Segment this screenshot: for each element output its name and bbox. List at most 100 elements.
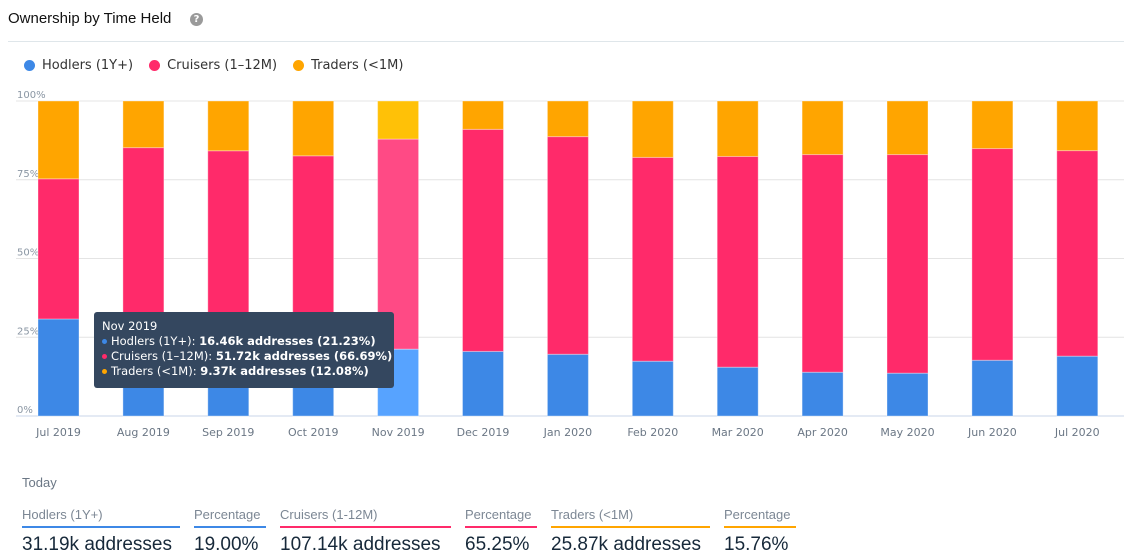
x-tick-label: Feb 2020 — [627, 426, 678, 439]
bar-segment-hodlers[interactable] — [546, 353, 589, 417]
tooltip-row-hodlers: Hodlers (1Y+): 16.46k addresses (21.23%) — [102, 334, 386, 349]
tooltip-label: Cruisers (1–12M): — [111, 349, 216, 363]
x-tick-label: Jul 2020 — [1054, 426, 1100, 439]
chart-tooltip: Nov 2019 Hodlers (1Y+): 16.46k addresses… — [94, 312, 394, 388]
stat-label: Percentage — [465, 507, 537, 528]
bar-segment-cruisers[interactable] — [801, 154, 844, 373]
bar-segment-cruisers[interactable] — [207, 150, 250, 335]
y-tick-label: 100% — [17, 90, 46, 101]
bar-segment-traders[interactable] — [971, 100, 1014, 150]
stat-label: Traders (<1M) — [551, 507, 710, 528]
legend-dot-icon — [293, 60, 305, 71]
stat-traders-percentage: Percentage 15.76% — [724, 507, 796, 556]
bar-segment-traders[interactable] — [801, 100, 844, 156]
bar-segment-cruisers[interactable] — [886, 154, 929, 374]
tooltip-row-cruisers: Cruisers (1–12M): 51.72k addresses (66.6… — [102, 349, 392, 364]
bar-segment-traders[interactable] — [1056, 100, 1099, 152]
bar-segment-traders[interactable] — [377, 100, 420, 140]
legend-dot-icon — [24, 60, 35, 71]
legend-label: Cruisers (1–12M) — [167, 58, 278, 73]
bar-segment-cruisers[interactable] — [122, 147, 165, 332]
y-tick-label: 50% — [17, 248, 39, 259]
stat-hodlers-count: Hodlers (1Y+) 31.19k addresses — [22, 507, 180, 556]
x-tick-label: Aug 2019 — [117, 426, 170, 439]
legend-item-traders[interactable]: Traders (<1M) — [293, 58, 403, 73]
tooltip-dot-icon — [102, 368, 107, 374]
chart-legend: Hodlers (1Y+) Cruisers (1–12M) Traders (… — [24, 58, 403, 73]
x-tick-label: Jan 2020 — [543, 426, 592, 439]
bar-segment-hodlers[interactable] — [37, 318, 80, 417]
bar-segment-hodlers[interactable] — [631, 360, 674, 417]
x-tick-label: Jul 2019 — [35, 426, 81, 439]
tooltip-dot-icon — [102, 338, 107, 344]
legend-dot-icon — [149, 60, 161, 71]
x-tick-label: Nov 2019 — [372, 426, 425, 439]
tooltip-label: Traders (<1M): — [111, 364, 201, 378]
bar-segment-traders[interactable] — [546, 100, 589, 138]
x-tick-label: Apr 2020 — [797, 426, 848, 439]
legend-item-cruisers[interactable]: Cruisers (1–12M) — [149, 58, 277, 73]
bar-segment-traders[interactable] — [37, 100, 80, 180]
chart-title: Ownership by Time Held — [8, 10, 172, 27]
x-tick-label: May 2020 — [880, 426, 934, 439]
x-tick-label: Jun 2020 — [967, 426, 1017, 439]
stat-value: 15.76% — [724, 534, 789, 555]
bar-segment-hodlers[interactable] — [801, 371, 844, 417]
bar-segment-traders[interactable] — [886, 100, 929, 156]
bar-segment-traders[interactable] — [462, 100, 504, 130]
y-tick-label: 25% — [17, 326, 39, 337]
bar-segment-hodlers[interactable] — [971, 359, 1014, 417]
title-divider — [8, 41, 1124, 42]
y-tick-label: 75% — [17, 169, 39, 180]
bar-segment-hodlers[interactable] — [462, 350, 504, 417]
stacked-bar-chart: 0% 25% 50% 75% 100% Jul 2019 Aug 2019 Sep 2019 O… — [16, 90, 1124, 439]
x-tick-label: Sep 2019 — [202, 426, 254, 439]
legend-item-hodlers[interactable]: Hodlers (1Y+) — [24, 58, 133, 73]
bar-segment-traders[interactable] — [631, 100, 674, 158]
tooltip-value: 51.72k addresses (66.69%) — [215, 349, 393, 363]
bar-segment-traders[interactable] — [292, 100, 335, 157]
bar-segment-cruisers[interactable] — [1056, 150, 1099, 357]
stat-value: 25.87k addresses — [551, 534, 701, 555]
bar-segment-cruisers[interactable] — [716, 155, 759, 368]
bar-segment-cruisers[interactable] — [37, 178, 80, 320]
today-stats: Hodlers (1Y+) 31.19k addresses Percentage… — [22, 507, 796, 556]
stat-label: Hodlers (1Y+) — [22, 507, 180, 528]
bar-segment-traders[interactable] — [716, 100, 759, 157]
stat-cruisers-percentage: Percentage 65.25% — [465, 507, 537, 556]
y-tick-label: 0% — [17, 405, 33, 416]
legend-label: Hodlers (1Y+) — [42, 58, 134, 73]
tooltip-label: Hodlers (1Y+): — [111, 334, 200, 348]
legend-label: Traders (<1M) — [311, 58, 404, 73]
stat-value: 107.14k addresses — [280, 534, 441, 555]
bar-segment-cruisers[interactable] — [462, 128, 504, 352]
bar-segment-cruisers[interactable] — [292, 155, 335, 338]
bar-segment-traders[interactable] — [122, 100, 165, 149]
stat-hodlers-percentage: Percentage 19.00% — [194, 507, 266, 556]
stat-label: Percentage — [194, 507, 266, 528]
stat-label: Cruisers (1-12M) — [280, 507, 451, 528]
tooltip-title: Nov 2019 — [102, 319, 158, 333]
bar-segment-hodlers[interactable] — [886, 372, 929, 417]
x-tick-label: Oct 2019 — [288, 426, 339, 439]
stat-value: 65.25% — [465, 534, 530, 555]
x-tick-label: Dec 2019 — [457, 426, 510, 439]
bar-segment-traders[interactable] — [207, 100, 250, 152]
bar-segment-hodlers[interactable] — [1056, 355, 1099, 417]
bar-segment-hodlers[interactable] — [716, 366, 759, 417]
stat-label: Percentage — [724, 507, 796, 528]
bar-segment-cruisers[interactable] — [631, 156, 674, 362]
stat-value: 31.19k addresses — [22, 534, 172, 555]
x-tick-label: Mar 2020 — [712, 426, 764, 439]
tooltip-value: 16.46k addresses (21.23%) — [199, 334, 376, 348]
question-circle-icon[interactable]: ? — [190, 13, 203, 26]
today-label: Today — [22, 475, 57, 490]
stat-traders-count: Traders (<1M) 25.87k addresses — [551, 507, 710, 556]
bar-segment-cruisers[interactable] — [971, 148, 1014, 361]
stat-cruisers-count: Cruisers (1-12M) 107.14k addresses — [280, 507, 451, 556]
tooltip-value: 9.37k addresses (12.08%) — [200, 364, 369, 378]
bar-segment-cruisers[interactable] — [546, 136, 589, 355]
stat-value: 19.00% — [194, 534, 259, 555]
tooltip-dot-icon — [102, 353, 107, 359]
tooltip-row-traders: Traders (<1M): 9.37k addresses (12.08%) — [102, 364, 386, 379]
